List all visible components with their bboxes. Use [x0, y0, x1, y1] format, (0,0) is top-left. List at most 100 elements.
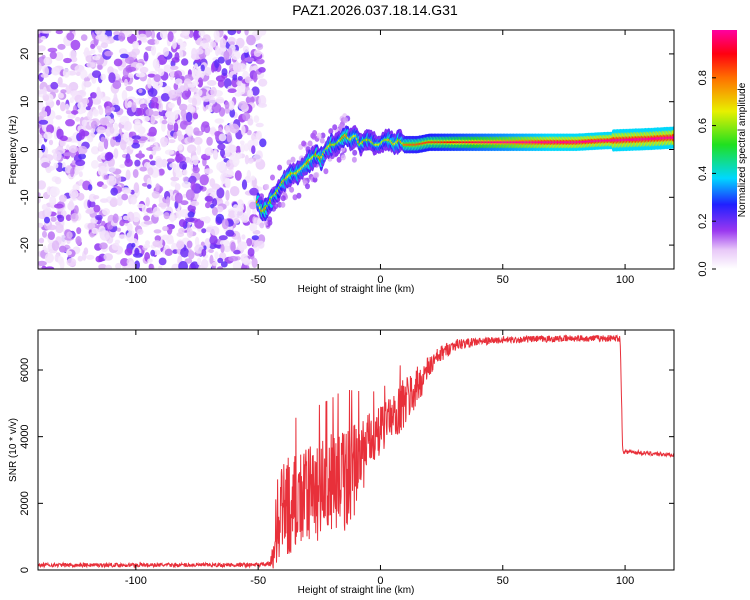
noise-blob — [231, 50, 241, 60]
noise-blob — [121, 193, 129, 201]
noise-blob — [204, 195, 213, 202]
noise-blob — [254, 240, 262, 246]
noise-blob — [179, 120, 188, 130]
noise-blob — [130, 196, 137, 205]
noise-blob — [103, 174, 110, 180]
noise-blob — [83, 50, 93, 56]
noise-blob — [39, 111, 47, 118]
noise-blob — [67, 114, 76, 119]
noise-blob — [175, 170, 183, 178]
noise-blob — [247, 89, 254, 98]
noise-blob — [113, 148, 119, 159]
noise-blob — [197, 77, 204, 88]
noise-blob — [145, 207, 152, 213]
noise-blob — [200, 64, 205, 72]
noise-blob — [244, 30, 249, 36]
noise-blob — [78, 129, 86, 140]
noise-blob — [87, 135, 94, 143]
noise-blob — [226, 132, 232, 143]
noise-blob — [174, 183, 181, 191]
noise-blob — [104, 152, 112, 162]
noise-blob — [194, 218, 205, 229]
noise-blob — [192, 112, 199, 120]
noise-blob — [83, 247, 89, 255]
noise-blob — [251, 86, 260, 96]
noise-blob — [216, 161, 226, 172]
noise-blob — [178, 227, 185, 235]
noise-blob — [65, 110, 72, 115]
noise-blob — [70, 39, 81, 51]
noise-blob — [186, 144, 197, 154]
noise-blob — [206, 136, 213, 146]
noise-blob — [127, 66, 137, 72]
noise-blob — [233, 218, 240, 224]
noise-blob — [242, 112, 251, 122]
noise-blob — [120, 48, 126, 54]
noise-blob — [38, 134, 43, 145]
noise-blob — [54, 176, 62, 185]
noise-blob — [136, 228, 144, 235]
noise-blob — [184, 217, 195, 222]
noise-blob — [220, 243, 225, 253]
noise-blob — [204, 47, 211, 57]
noise-blob — [100, 42, 109, 49]
noise-blob — [80, 34, 88, 41]
noise-blob — [66, 250, 72, 256]
noise-blob — [240, 143, 245, 153]
noise-blob — [253, 115, 260, 123]
noise-blob — [103, 253, 113, 261]
noise-blob — [77, 102, 84, 109]
noise-blob — [169, 163, 177, 168]
noise-blob — [155, 158, 164, 169]
ridge-segment — [671, 136, 674, 140]
noise-blob — [40, 36, 46, 41]
noise-blob — [153, 229, 162, 234]
noise-blob — [132, 169, 139, 178]
noise-blob — [170, 112, 179, 121]
noise-blob — [158, 194, 164, 205]
noise-blob — [96, 86, 101, 97]
noise-blob — [42, 30, 52, 34]
noise-blob — [152, 110, 160, 117]
noise-blob — [142, 98, 151, 105]
noise-blob — [51, 240, 60, 251]
noise-blob — [85, 209, 95, 214]
noise-blob — [45, 266, 55, 269]
noise-blob — [150, 45, 157, 56]
noise-blob — [57, 214, 65, 222]
noise-blob — [70, 168, 75, 178]
noise-blob — [190, 53, 201, 60]
noise-blob — [73, 205, 79, 215]
noise-blob — [181, 181, 191, 189]
noise-blob — [305, 183, 310, 190]
noise-blob — [180, 200, 189, 206]
noise-blob — [131, 142, 140, 149]
noise-blob — [188, 106, 196, 113]
noise-blob — [43, 66, 49, 77]
noise-blob — [98, 107, 104, 116]
noise-blob — [47, 224, 57, 231]
noise-blob — [220, 261, 228, 268]
noise-blob — [234, 170, 242, 181]
noise-blob — [127, 223, 133, 233]
noise-blob — [69, 145, 78, 154]
noise-blob — [147, 39, 157, 45]
noise-blob — [118, 234, 127, 239]
noise-blob — [227, 88, 237, 93]
noise-blob — [211, 206, 218, 216]
noise-blob — [38, 237, 45, 244]
noise-blob — [267, 216, 273, 223]
noise-blob — [127, 261, 136, 269]
noise-blob — [90, 43, 96, 50]
noise-blob — [352, 149, 358, 156]
noise-blob — [201, 95, 212, 102]
noise-blob — [44, 252, 55, 264]
noise-blob — [44, 207, 52, 218]
noise-blob — [40, 144, 46, 153]
noise-blob — [55, 146, 64, 155]
noise-blob — [351, 156, 357, 163]
x-tick-label: -50 — [250, 575, 266, 587]
noise-blob — [249, 201, 257, 210]
